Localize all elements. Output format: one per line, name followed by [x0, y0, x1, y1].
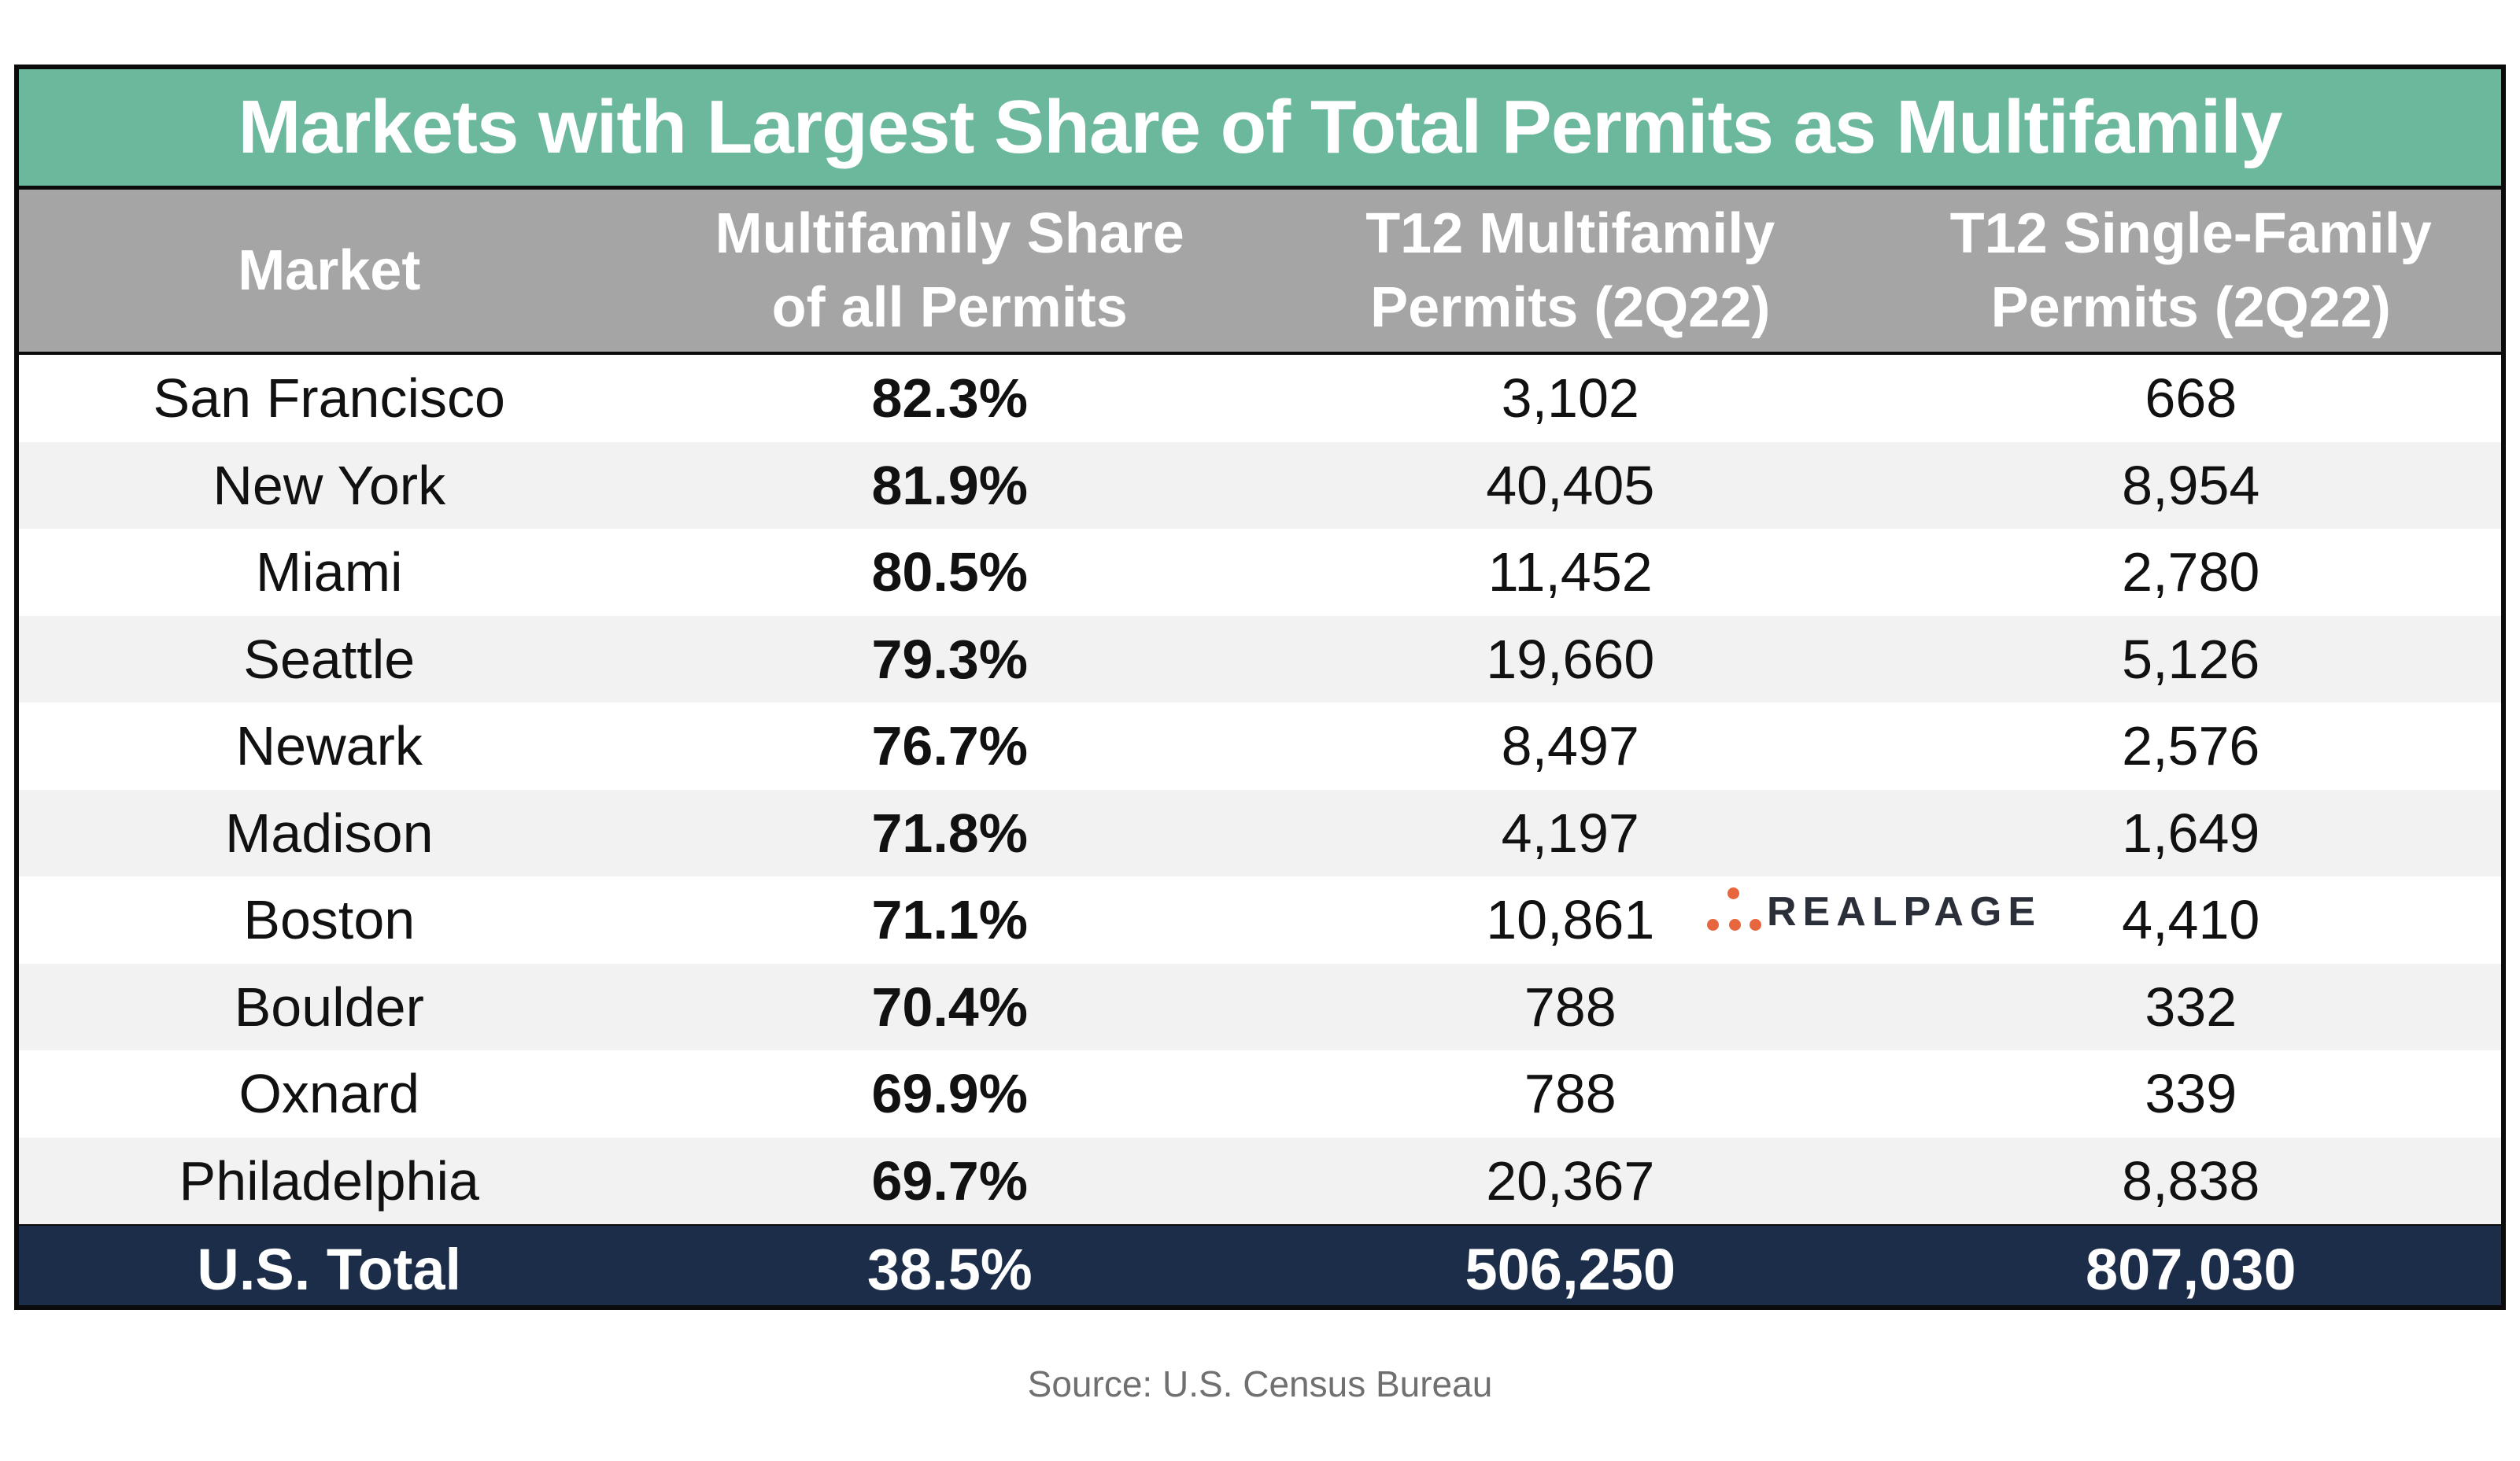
cell-share: 79.3%	[871, 628, 1028, 690]
realpage-dots-icon	[1704, 884, 1761, 939]
cell-sf-permits: 668	[2145, 367, 2237, 430]
cell-sf-permits: 5,126	[2122, 628, 2260, 690]
cell-sf-permits: 332	[2145, 976, 2237, 1038]
table-header: Market Multifamily Share of all Permits …	[19, 190, 2501, 355]
cell-share: 82.3%	[871, 367, 1028, 430]
cell-market: Newark	[235, 715, 423, 777]
cell-share: 71.1%	[871, 889, 1028, 951]
cell-share: 70.4%	[871, 976, 1028, 1038]
cell-market: Miami	[255, 541, 403, 603]
table-row: Boston 71.1% 10,861 4,410	[19, 876, 2501, 964]
cell-market: Philadelphia	[179, 1149, 479, 1212]
header-share: Multifamily Share of all Permits	[640, 190, 1261, 352]
cell-mf-permits: 3,102	[1501, 367, 1639, 430]
table-frame: Markets with Largest Share of Total Perm…	[14, 65, 2506, 1310]
header-share-line1: Multifamily Share	[715, 202, 1184, 265]
cell-market: San Francisco	[153, 367, 505, 430]
cell-mf-permits: 11,452	[1487, 541, 1653, 603]
source-note: Source: U.S. Census Bureau	[1027, 1363, 1493, 1404]
cell-share: 81.9%	[871, 454, 1028, 516]
cell-sf-permits: 4,410	[2122, 889, 2260, 951]
header-market-line1: Market	[238, 239, 421, 302]
cell-sf-permits: 8,954	[2122, 454, 2260, 516]
total-sf-permits: 807,030	[2086, 1236, 2296, 1302]
cell-market: New York	[212, 454, 446, 516]
table-row: Newark 76.7% 8,497 2,576	[19, 703, 2501, 790]
cell-mf-permits: 10,861	[1486, 889, 1655, 951]
cell-market: Oxnard	[238, 1063, 420, 1125]
cell-market: Madison	[224, 802, 434, 864]
cell-market: Boston	[243, 889, 416, 951]
table-row: Oxnard 69.9% 788 339	[19, 1050, 2501, 1138]
cell-market: Boulder	[234, 976, 424, 1038]
table-row: Boulder 70.4% 788 332	[19, 963, 2501, 1050]
header-mf-line1: T12 Multifamily	[1365, 202, 1775, 265]
header-mf: T12 Multifamily Permits (2Q22)	[1260, 190, 1881, 352]
cell-mf-permits: 4,197	[1501, 802, 1639, 864]
realpage-logo: REALPAGE	[1704, 884, 2041, 939]
total-row: U.S. Total 38.5% 506,250 807,030	[19, 1224, 2501, 1305]
table-row: Philadelphia 69.7% 20,367 8,838	[19, 1137, 2501, 1224]
header-share-line2: of all Permits	[771, 276, 1128, 339]
cell-mf-permits: 788	[1524, 1063, 1617, 1125]
total-mf-permits: 506,250	[1465, 1236, 1676, 1302]
header-sf-line2: Permits (2Q22)	[1990, 276, 2391, 339]
table-row: Seattle 79.3% 19,660 5,126	[19, 615, 2501, 703]
header-sf-line1: T12 Single-Family	[1949, 202, 2432, 265]
cell-mf-permits: 788	[1524, 976, 1617, 1038]
cell-mf-permits: 8,497	[1501, 715, 1639, 777]
header-market: Market	[19, 190, 640, 352]
cell-mf-permits: 19,660	[1486, 628, 1655, 690]
header-sf: T12 Single-Family Permits (2Q22)	[1881, 190, 2502, 352]
cell-market: Seattle	[243, 628, 416, 690]
cell-sf-permits: 2,576	[2122, 715, 2260, 777]
header-mf-line2: Permits (2Q22)	[1370, 276, 1771, 339]
cell-mf-permits: 40,405	[1486, 454, 1655, 516]
total-market: U.S. Total	[197, 1236, 462, 1302]
table-row: San Francisco 82.3% 3,102 668	[19, 355, 2501, 442]
cell-sf-permits: 8,838	[2122, 1149, 2260, 1212]
cell-share: 76.7%	[871, 715, 1028, 777]
total-share: 38.5%	[866, 1236, 1033, 1302]
cell-share: 69.7%	[871, 1149, 1028, 1212]
cell-sf-permits: 1,649	[2122, 802, 2260, 864]
cell-mf-permits: 20,367	[1486, 1149, 1655, 1212]
table-row: New York 81.9% 40,405 8,954	[19, 441, 2501, 529]
cell-sf-permits: 2,780	[2122, 541, 2260, 603]
cell-sf-permits: 339	[2145, 1063, 2237, 1125]
cell-share: 80.5%	[871, 541, 1028, 603]
logo-text: REALPAGE	[1767, 889, 2042, 935]
table-row: Madison 71.8% 4,197 1,649	[19, 789, 2501, 876]
cell-share: 71.8%	[871, 802, 1028, 864]
chart-title: Markets with Largest Share of Total Perm…	[19, 69, 2501, 190]
table-row: Miami 80.5% 11,452 2,780	[19, 529, 2501, 616]
cell-share: 69.9%	[871, 1063, 1028, 1125]
